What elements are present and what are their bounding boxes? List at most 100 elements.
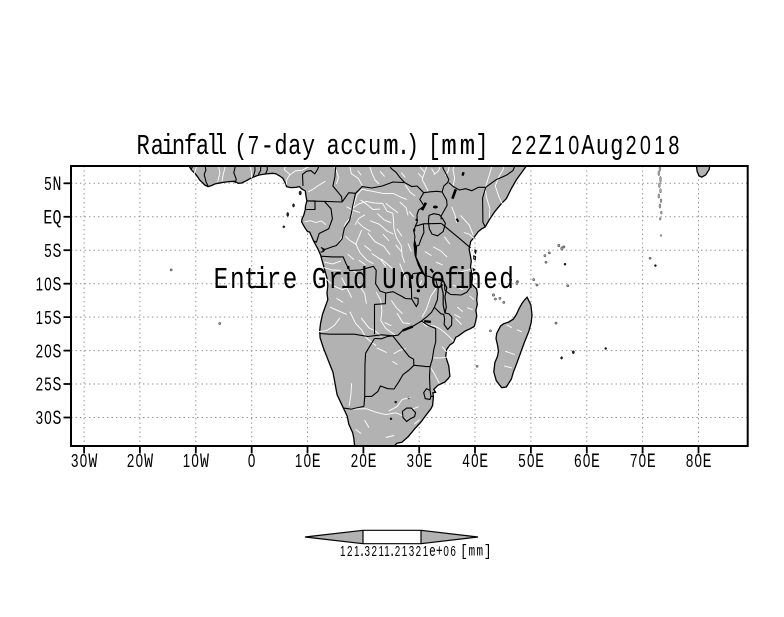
svg-text:0: 0 bbox=[359, 451, 366, 472]
svg-text:Z: Z bbox=[539, 130, 552, 163]
svg-text:c: c bbox=[354, 130, 367, 163]
svg-text:e: e bbox=[483, 264, 498, 298]
svg-text:[: [ bbox=[460, 544, 468, 561]
svg-text:e: e bbox=[431, 264, 446, 298]
svg-text:r: r bbox=[267, 264, 282, 298]
svg-text:u: u bbox=[596, 130, 609, 163]
svg-text:2: 2 bbox=[511, 130, 522, 159]
svg-text:l: l bbox=[214, 130, 227, 163]
svg-text:1: 1 bbox=[354, 543, 359, 560]
svg-text:E: E bbox=[312, 451, 321, 474]
svg-text:0: 0 bbox=[568, 130, 579, 159]
svg-text:4: 4 bbox=[462, 451, 469, 472]
svg-text:+: + bbox=[436, 543, 443, 562]
svg-text:E: E bbox=[647, 451, 656, 474]
svg-text:1: 1 bbox=[423, 543, 428, 560]
svg-text:i: i bbox=[455, 264, 470, 298]
svg-text:u: u bbox=[368, 130, 381, 163]
svg-text:n: n bbox=[230, 264, 245, 298]
svg-text:6: 6 bbox=[574, 451, 581, 472]
svg-text:c: c bbox=[340, 130, 353, 163]
svg-text:y: y bbox=[302, 130, 315, 163]
svg-text:E: E bbox=[368, 451, 377, 474]
svg-text:0: 0 bbox=[44, 408, 51, 429]
svg-text:r: r bbox=[328, 264, 343, 298]
svg-text:1: 1 bbox=[384, 543, 389, 560]
svg-text:3: 3 bbox=[365, 543, 370, 560]
svg-text:1: 1 bbox=[402, 543, 407, 560]
svg-text:1: 1 bbox=[554, 130, 565, 159]
svg-text:(: ( bbox=[234, 130, 247, 163]
svg-text:S: S bbox=[52, 341, 61, 364]
svg-text:E: E bbox=[591, 451, 600, 474]
svg-text:.: . bbox=[397, 130, 410, 163]
svg-text:f: f bbox=[445, 264, 460, 298]
svg-text:0: 0 bbox=[191, 451, 198, 472]
svg-text:m: m bbox=[469, 544, 476, 561]
svg-text:8: 8 bbox=[668, 130, 679, 159]
svg-text:-: - bbox=[261, 130, 274, 163]
svg-text:2: 2 bbox=[525, 130, 536, 159]
svg-text:1: 1 bbox=[340, 543, 345, 560]
svg-text:U: U bbox=[382, 264, 397, 298]
svg-text:0: 0 bbox=[44, 341, 51, 362]
svg-text:t: t bbox=[244, 264, 259, 298]
svg-text:5: 5 bbox=[44, 375, 51, 396]
svg-text:0: 0 bbox=[471, 451, 478, 472]
svg-text:d: d bbox=[415, 264, 430, 298]
svg-text:1: 1 bbox=[36, 274, 43, 295]
svg-text:2: 2 bbox=[395, 543, 400, 560]
svg-text:2: 2 bbox=[347, 543, 352, 560]
svg-text:f: f bbox=[184, 130, 197, 163]
svg-text:S: S bbox=[52, 408, 61, 431]
svg-text:i: i bbox=[161, 130, 174, 163]
svg-text:a: a bbox=[151, 130, 164, 163]
svg-text:1: 1 bbox=[295, 451, 302, 472]
svg-text:E: E bbox=[535, 451, 544, 474]
svg-text:E: E bbox=[43, 207, 52, 230]
svg-text:7: 7 bbox=[630, 451, 637, 472]
svg-text:E: E bbox=[423, 451, 432, 474]
svg-text:1: 1 bbox=[379, 543, 384, 560]
svg-text:5: 5 bbox=[44, 241, 51, 262]
svg-text:n: n bbox=[399, 264, 414, 298]
svg-text:2: 2 bbox=[127, 451, 134, 472]
svg-text:]: ] bbox=[475, 130, 488, 163]
svg-text:2: 2 bbox=[36, 375, 43, 396]
svg-text:a: a bbox=[288, 130, 301, 163]
svg-text:0: 0 bbox=[44, 274, 51, 295]
svg-text:2: 2 bbox=[36, 341, 43, 362]
svg-text:5: 5 bbox=[44, 308, 51, 329]
svg-text:[: [ bbox=[428, 130, 441, 163]
svg-text:3: 3 bbox=[71, 451, 78, 472]
svg-text:W: W bbox=[144, 451, 153, 474]
svg-text:1: 1 bbox=[654, 130, 665, 159]
svg-text:0: 0 bbox=[583, 451, 590, 472]
svg-text:m: m bbox=[476, 544, 483, 561]
svg-text:2: 2 bbox=[372, 543, 377, 560]
svg-text:.: . bbox=[389, 543, 396, 562]
svg-text:S: S bbox=[52, 308, 61, 331]
svg-text:n: n bbox=[467, 264, 482, 298]
svg-text:m: m bbox=[460, 130, 476, 163]
svg-text:0: 0 bbox=[640, 130, 651, 159]
svg-text:0: 0 bbox=[443, 543, 448, 560]
svg-text:a: a bbox=[196, 130, 209, 163]
svg-text:0: 0 bbox=[415, 451, 422, 472]
svg-text:8: 8 bbox=[686, 451, 693, 472]
svg-text:W: W bbox=[88, 451, 97, 474]
svg-text:m: m bbox=[441, 130, 457, 163]
svg-text:g: g bbox=[610, 130, 623, 163]
svg-text:7: 7 bbox=[248, 130, 259, 159]
svg-text:i: i bbox=[254, 264, 269, 298]
svg-text:0: 0 bbox=[248, 451, 255, 472]
svg-text:0: 0 bbox=[304, 451, 311, 472]
svg-text:n: n bbox=[172, 130, 185, 163]
svg-text:1: 1 bbox=[36, 308, 43, 329]
svg-text:0: 0 bbox=[136, 451, 143, 472]
svg-text:2: 2 bbox=[351, 451, 358, 472]
svg-text:E: E bbox=[214, 264, 229, 298]
svg-text:5: 5 bbox=[44, 174, 51, 195]
svg-text:.: . bbox=[359, 543, 366, 562]
svg-text:e: e bbox=[429, 543, 436, 562]
